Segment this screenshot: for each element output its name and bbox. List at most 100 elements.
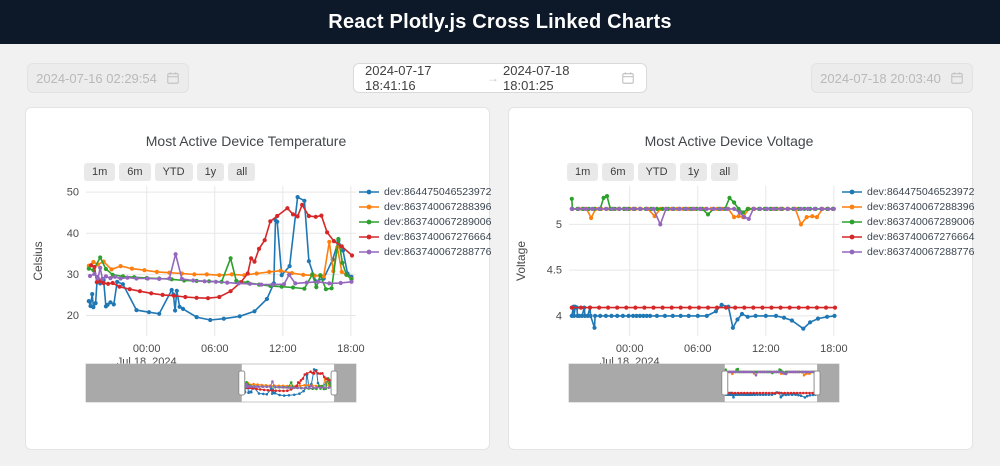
- legend-item[interactable]: dev:863740067288776: [358, 244, 491, 259]
- range-button-1m[interactable]: 1m: [567, 163, 599, 181]
- range-separator-arrow: →: [487, 71, 499, 85]
- y-tick-label: 30: [67, 269, 79, 281]
- legend-item[interactable]: dev:864475046523972: [358, 184, 491, 199]
- datetime-range-picker[interactable]: 2024-07-17 18:41:16 → 2024-07-18 18:01:2…: [353, 63, 647, 93]
- range-slider[interactable]: [85, 363, 357, 403]
- range-end-value[interactable]: 2024-07-18 18:01:25: [503, 63, 570, 93]
- legend-item[interactable]: dev:863740067288396: [358, 199, 491, 214]
- legend-label: dev:864475046523972: [384, 185, 492, 198]
- x-tick-label: 00:00: [133, 343, 161, 355]
- slider-mask-right[interactable]: [334, 364, 356, 402]
- legend-swatch: [842, 234, 862, 239]
- legend-swatch: [359, 219, 379, 224]
- legend-label: dev:863740067289006: [867, 215, 975, 228]
- series-dev:863740067276664[interactable]: [89, 202, 355, 301]
- range-selector: 1m 6m YTD 1y all: [567, 163, 739, 181]
- slider-handle-left[interactable]: [238, 370, 246, 396]
- x-tick-label: 06:00: [201, 343, 229, 355]
- range-button-6m[interactable]: 6m: [119, 163, 151, 181]
- x-tick-label: 18:00: [337, 343, 365, 355]
- y-tick-label: 5: [556, 219, 562, 231]
- end-datetime-picker: 2024-07-18 20:03:40: [811, 63, 973, 93]
- slider-handle-left[interactable]: [721, 370, 729, 396]
- range-slider[interactable]: [568, 363, 840, 403]
- legend-swatch: [359, 249, 379, 254]
- legend-item[interactable]: dev:863740067288776: [841, 244, 974, 259]
- series-dev:864475046523972[interactable]: [86, 195, 354, 323]
- x-tick-label: 12:00: [752, 343, 780, 355]
- legend-label: dev:863740067289006: [384, 215, 492, 228]
- legend-item[interactable]: dev:863740067289006: [841, 214, 974, 229]
- temperature-chart-panel: Most Active Device Temperature 1m 6m YTD 1y…: [25, 107, 491, 450]
- y-tick-label: 20: [67, 310, 79, 322]
- legend-label: dev:863740067288776: [384, 245, 492, 258]
- legend-item[interactable]: dev:864475046523972: [841, 184, 974, 199]
- range-button-6m[interactable]: 6m: [602, 163, 634, 181]
- calendar-icon: [951, 72, 963, 84]
- range-button-YTD[interactable]: YTD: [154, 163, 193, 181]
- chart-title: Most Active Device Voltage: [644, 133, 814, 149]
- y-tick-label: 4: [556, 310, 562, 322]
- slider-series-dev:863740067288776: [724, 370, 817, 377]
- series-dev:863740067289006[interactable]: [569, 194, 835, 217]
- app-header: React Plotly.js Cross Linked Charts: [0, 0, 1000, 44]
- series-dev:863740067289006[interactable]: [86, 236, 354, 292]
- legend-label: dev:863740067288396: [384, 200, 492, 213]
- start-datetime-value: 2024-07-16 02:29:54: [36, 70, 157, 86]
- range-selector: 1m 6m YTD 1y all: [84, 163, 256, 181]
- datetime-toolbar: 2024-07-16 02:29:54 2024-07-17 18:41:16 …: [0, 44, 1000, 93]
- chart-legend: dev:864475046523972 dev:863740067288396 de…: [358, 184, 491, 259]
- slider-mask-left[interactable]: [569, 364, 725, 402]
- calendar-icon: [622, 72, 634, 84]
- legend-label: dev:863740067288776: [867, 245, 975, 258]
- legend-label: dev:863740067288396: [867, 200, 975, 213]
- x-tick-label: 00:00: [616, 343, 644, 355]
- range-button-YTD[interactable]: YTD: [637, 163, 676, 181]
- x-tick-label: 06:00: [684, 343, 712, 355]
- start-datetime-picker: 2024-07-16 02:29:54: [27, 63, 189, 93]
- slider-mask-left[interactable]: [86, 364, 242, 402]
- y-tick-label: 50: [67, 187, 79, 199]
- legend-swatch: [359, 234, 379, 239]
- legend-item[interactable]: dev:863740067276664: [841, 229, 974, 244]
- slider-series-dev:863740067276664: [724, 391, 817, 395]
- charts-row: Most Active Device Temperature 1m 6m YTD 1y…: [0, 93, 1000, 450]
- range-button-1y[interactable]: 1y: [679, 163, 708, 181]
- x-tick-label: 18:00: [820, 343, 848, 355]
- y-tick-label: 40: [67, 228, 79, 240]
- series-dev:863740067276664[interactable]: [569, 305, 838, 310]
- legend-swatch: [842, 204, 862, 209]
- slider-mask-right[interactable]: [817, 364, 839, 402]
- legend-swatch: [842, 249, 862, 254]
- legend-label: dev:863740067276664: [867, 230, 975, 243]
- voltage-chart-panel: Most Active Device Voltage 1m 6m YTD 1y all …: [508, 107, 974, 450]
- calendar-icon: [167, 72, 179, 84]
- y-axis-title: Celsius: [31, 241, 45, 280]
- legend-swatch: [842, 189, 862, 194]
- range-button-all[interactable]: all: [711, 163, 739, 181]
- range-button-1m[interactable]: 1m: [84, 163, 116, 181]
- range-start-value[interactable]: 2024-07-17 18:41:16: [365, 63, 432, 93]
- range-button-all[interactable]: all: [228, 163, 256, 181]
- legend-swatch: [359, 189, 379, 194]
- gridlines: [86, 186, 356, 336]
- y-tick-label: 4.5: [547, 265, 562, 277]
- legend-label: dev:864475046523972: [867, 185, 975, 198]
- legend-swatch: [359, 204, 379, 209]
- slider-handle-right[interactable]: [813, 370, 821, 396]
- end-datetime-value: 2024-07-18 20:03:40: [820, 70, 941, 86]
- legend-label: dev:863740067276664: [384, 230, 492, 243]
- series-dev:863740067288776[interactable]: [87, 252, 354, 287]
- slider-handle-right[interactable]: [330, 370, 338, 396]
- y-axis-title: Voltage: [514, 241, 528, 281]
- legend-item[interactable]: dev:863740067288396: [841, 199, 974, 214]
- legend-item[interactable]: dev:863740067276664: [358, 229, 491, 244]
- series-dev:863740067288396[interactable]: [86, 239, 354, 281]
- chart-title: Most Active Device Temperature: [145, 133, 347, 149]
- range-button-1y[interactable]: 1y: [196, 163, 225, 181]
- legend-item[interactable]: dev:863740067289006: [358, 214, 491, 229]
- series-dev:863740067288776[interactable]: [569, 206, 836, 227]
- legend-swatch: [842, 219, 862, 224]
